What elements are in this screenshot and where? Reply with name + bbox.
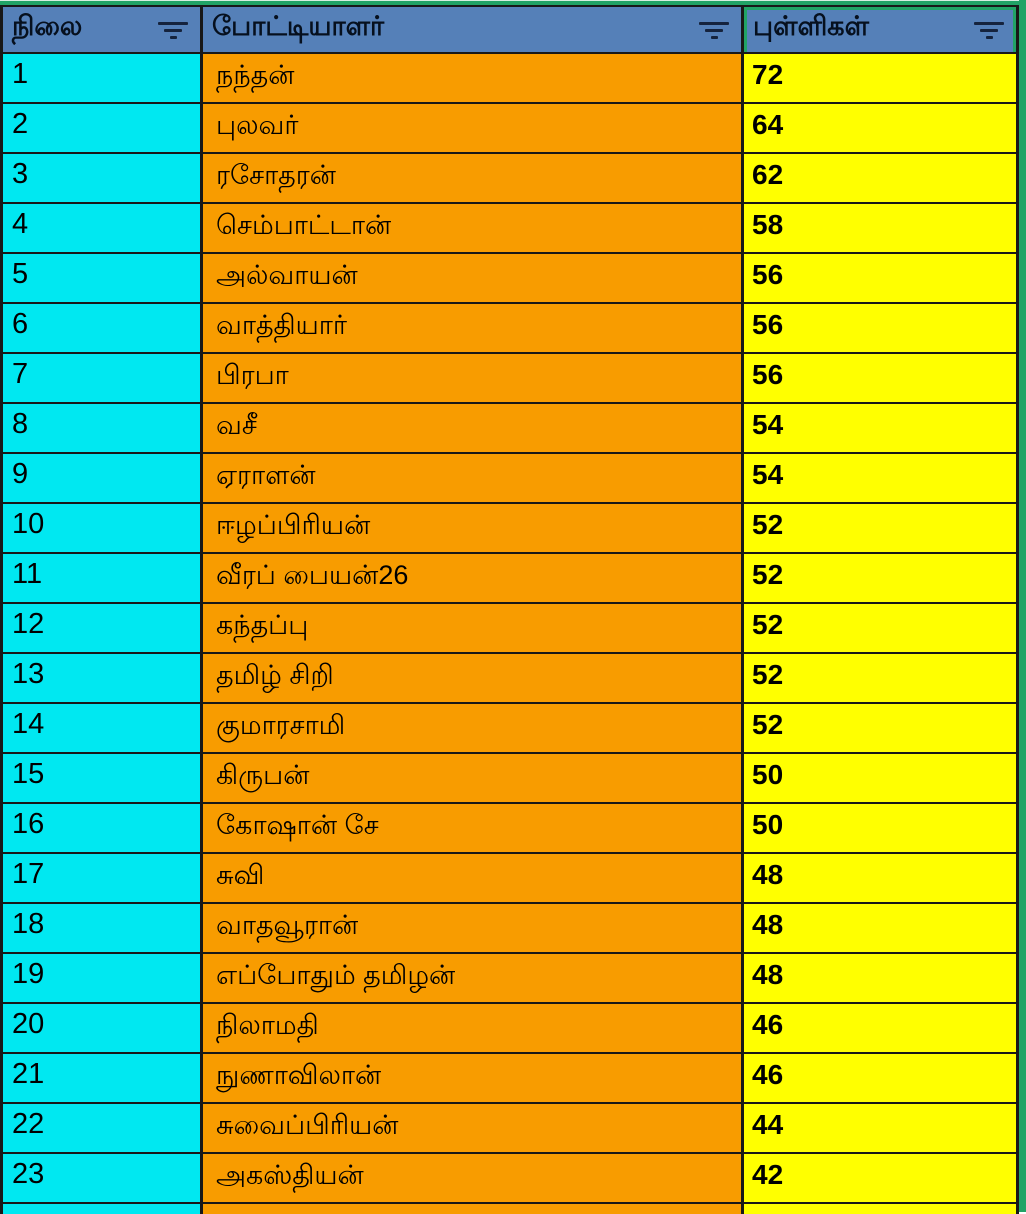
name-cell[interactable]: செம்பாட்டான் <box>203 204 744 254</box>
name-cell[interactable]: எப்போதும் தமிழன் <box>203 954 744 1004</box>
points-cell[interactable]: 48 <box>744 904 1019 954</box>
points-cell[interactable]: 54 <box>744 454 1019 504</box>
filter-icon[interactable] <box>972 22 1006 39</box>
header-label-rank: நிலை <box>12 11 83 41</box>
rank-cell[interactable]: 10 <box>3 504 203 554</box>
points-cell[interactable]: 50 <box>744 804 1019 854</box>
points-cell[interactable]: 48 <box>744 854 1019 904</box>
rank-cell[interactable]: 3 <box>3 154 203 204</box>
rank-cell[interactable]: 4 <box>3 204 203 254</box>
name-cell[interactable]: பிரபா <box>203 354 744 404</box>
name-cell[interactable]: சுவி <box>203 854 744 904</box>
name-cell[interactable]: கோஷான் சே <box>203 804 744 854</box>
name-cell[interactable]: அல்வாயன் <box>203 254 744 304</box>
name-cell[interactable]: வசீ <box>203 404 744 454</box>
points-cell[interactable]: 56 <box>744 354 1019 404</box>
name-cell[interactable]: புலவர் <box>203 104 744 154</box>
name-cell[interactable] <box>203 1204 744 1214</box>
rank-cell[interactable]: 18 <box>3 904 203 954</box>
points-cell[interactable]: 52 <box>744 554 1019 604</box>
rank-cell[interactable]: 19 <box>3 954 203 1004</box>
rank-cell[interactable] <box>3 1204 203 1214</box>
rank-cell[interactable]: 21 <box>3 1054 203 1104</box>
rank-cell[interactable]: 20 <box>3 1004 203 1054</box>
points-cell[interactable]: 46 <box>744 1004 1019 1054</box>
rank-cell[interactable]: 15 <box>3 754 203 804</box>
points-cell[interactable]: 54 <box>744 404 1019 454</box>
name-cell[interactable]: ரசோதரன் <box>203 154 744 204</box>
rank-cell[interactable]: 13 <box>3 654 203 704</box>
rank-cell[interactable]: 17 <box>3 854 203 904</box>
rank-cell[interactable]: 16 <box>3 804 203 854</box>
name-cell[interactable]: ஏராளன் <box>203 454 744 504</box>
rank-cell[interactable]: 11 <box>3 554 203 604</box>
name-cell[interactable]: ஈழப்பிரியன் <box>203 504 744 554</box>
name-cell[interactable]: நுணாவிலான் <box>203 1054 744 1104</box>
rank-cell[interactable]: 12 <box>3 604 203 654</box>
points-cell[interactable]: 58 <box>744 204 1019 254</box>
points-cell[interactable]: 48 <box>744 954 1019 1004</box>
rank-cell[interactable]: 23 <box>3 1154 203 1204</box>
rank-cell[interactable]: 1 <box>3 54 203 104</box>
rank-cell[interactable]: 6 <box>3 304 203 354</box>
points-cell[interactable]: 52 <box>744 654 1019 704</box>
name-cell[interactable]: குமாரசாமி <box>203 704 744 754</box>
points-cell[interactable]: 52 <box>744 704 1019 754</box>
name-cell[interactable]: நந்தன் <box>203 54 744 104</box>
name-cell[interactable]: வாத்தியார் <box>203 304 744 354</box>
points-cell[interactable]: 62 <box>744 154 1019 204</box>
header-label-points: புள்ளிகள் <box>753 11 869 41</box>
spreadsheet-table: நிலை போட்டியாளர் புள்ளிகள் 1 நந்தன் 72 2 <box>0 5 1019 1214</box>
points-cell[interactable]: 72 <box>744 54 1019 104</box>
name-cell[interactable]: தமிழ் சிறி <box>203 654 744 704</box>
points-cell[interactable]: 52 <box>744 604 1019 654</box>
ranking-table: நிலை போட்டியாளர் புள்ளிகள் 1 நந்தன் 72 2 <box>0 5 1019 1214</box>
rank-cell[interactable]: 2 <box>3 104 203 154</box>
rank-cell[interactable]: 14 <box>3 704 203 754</box>
name-cell[interactable]: நிலாமதி <box>203 1004 744 1054</box>
name-cell[interactable]: வீரப் பையன்26 <box>203 554 744 604</box>
points-cell[interactable]: 50 <box>744 754 1019 804</box>
points-cell[interactable]: 56 <box>744 304 1019 354</box>
points-cell[interactable]: 64 <box>744 104 1019 154</box>
header-cell-competitor[interactable]: போட்டியாளர் <box>203 7 744 54</box>
points-cell[interactable]: 42 <box>744 1154 1019 1204</box>
name-cell[interactable]: கிருபன் <box>203 754 744 804</box>
points-cell[interactable]: 46 <box>744 1054 1019 1104</box>
rank-cell[interactable]: 5 <box>3 254 203 304</box>
rank-cell[interactable]: 22 <box>3 1104 203 1154</box>
header-label-competitor: போட்டியாளர் <box>212 11 385 41</box>
sheet-top-edge <box>0 0 1026 5</box>
name-cell[interactable]: கந்தப்பு <box>203 604 744 654</box>
name-cell[interactable]: வாதவூரான் <box>203 904 744 954</box>
points-cell[interactable]: 56 <box>744 254 1019 304</box>
name-cell[interactable]: அகஸ்தியன் <box>203 1154 744 1204</box>
header-cell-rank[interactable]: நிலை <box>3 7 203 54</box>
rank-cell[interactable]: 8 <box>3 404 203 454</box>
filter-icon[interactable] <box>156 22 190 39</box>
points-cell[interactable] <box>744 1204 1019 1214</box>
rank-cell[interactable]: 7 <box>3 354 203 404</box>
filter-icon[interactable] <box>697 22 731 39</box>
rank-cell[interactable]: 9 <box>3 454 203 504</box>
sheet-right-edge <box>1019 0 1026 1212</box>
name-cell[interactable]: சுவைப்பிரியன் <box>203 1104 744 1154</box>
header-cell-points[interactable]: புள்ளிகள் <box>744 7 1019 54</box>
points-cell[interactable]: 44 <box>744 1104 1019 1154</box>
points-cell[interactable]: 52 <box>744 504 1019 554</box>
